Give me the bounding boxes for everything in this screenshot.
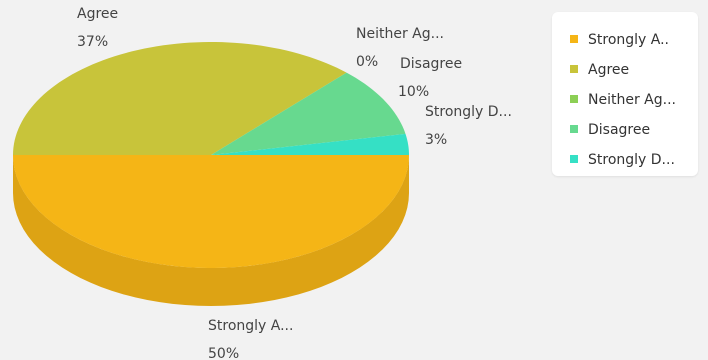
pie-slice-strongly-a[interactable] xyxy=(13,155,409,268)
legend-item-strongly-agree[interactable]: Strongly A.. xyxy=(570,30,669,50)
legend-label-strongly-disagree: Strongly D... xyxy=(588,152,675,168)
legend-label-strongly-agree: Strongly A.. xyxy=(588,32,670,48)
pie-side-strongly-a xyxy=(13,155,409,306)
slice-label-strongly-a: Strongly A... xyxy=(208,318,293,334)
slice-label-neither-ag: Neither Ag... xyxy=(356,26,444,42)
pie-slice-agree[interactable] xyxy=(13,42,347,156)
legend-label-disagree: Disagree xyxy=(588,122,651,138)
slice-value-disagree: 10% xyxy=(398,84,429,100)
legend-item-strongly-disagree[interactable]: Strongly D... xyxy=(570,150,675,170)
chart-legend: Strongly A.. Agree Neither Ag... Disagre… xyxy=(552,12,698,176)
pie-slice-strongly-d[interactable] xyxy=(211,133,409,155)
slice-label-agree: Agree xyxy=(77,6,118,22)
legend-item-disagree[interactable]: Disagree xyxy=(570,120,650,140)
slice-label-strongly-d: Strongly D... xyxy=(425,104,512,120)
pie-slice-disagree[interactable] xyxy=(211,72,406,155)
legend-label-neither: Neither Ag... xyxy=(588,92,676,108)
legend-label-agree: Agree xyxy=(588,62,630,78)
legend-swatch-agree xyxy=(570,65,578,73)
pie-top xyxy=(13,42,409,268)
slice-label-disagree: Disagree xyxy=(400,56,462,72)
legend-swatch-neither xyxy=(570,95,578,103)
legend-swatch-strongly-disagree xyxy=(570,155,578,163)
slice-value-agree: 37% xyxy=(77,34,108,50)
slice-value-neither-ag: 0% xyxy=(356,54,378,70)
legend-swatch-disagree xyxy=(570,125,578,133)
legend-item-agree[interactable]: Agree xyxy=(570,60,629,80)
slice-value-strongly-d: 3% xyxy=(425,132,447,148)
slice-value-strongly-a: 50% xyxy=(208,346,239,360)
legend-item-neither[interactable]: Neither Ag... xyxy=(570,90,676,110)
pie-labels: Strongly A... 50% Agree 37% Neither Ag... 0% D… xyxy=(77,6,512,360)
pie-body xyxy=(13,155,409,306)
legend-swatch-strongly-agree xyxy=(570,35,578,43)
